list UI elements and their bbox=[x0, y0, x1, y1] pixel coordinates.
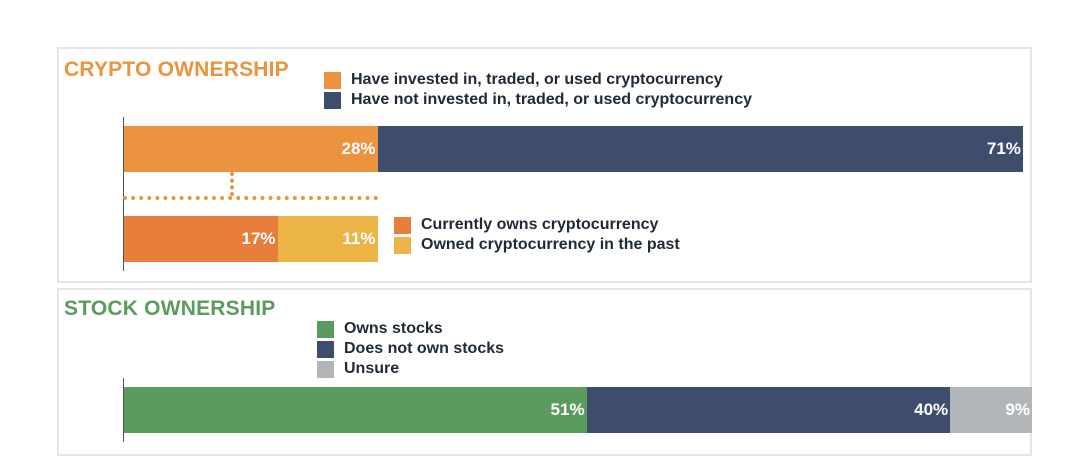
legend-label-owns-stocks: Owns stocks bbox=[344, 320, 443, 337]
crypto-breakdown-legend: Currently owns cryptocurrency Owned cryp… bbox=[394, 215, 680, 255]
stock-segment-0: 51% bbox=[123, 387, 587, 433]
crypto-breakdown-segment-label-0: 17% bbox=[241, 229, 276, 248]
legend-swatch-does-not-own bbox=[317, 340, 334, 358]
legend-swatch-owned-past bbox=[394, 236, 411, 254]
crypto-legend: Have invested in, traded, or used crypto… bbox=[324, 70, 752, 110]
legend-item-currently-owns: Currently owns cryptocurrency bbox=[394, 215, 680, 235]
legend-label-owned-past: Owned cryptocurrency in the past bbox=[421, 236, 680, 253]
crypto-breakdown-stacked-bar: 17% 11% bbox=[123, 216, 1023, 262]
crypto-axis-line bbox=[123, 117, 124, 271]
crypto-breakdown-segment-0: 17% bbox=[123, 216, 278, 262]
legend-label-does-not-own: Does not own stocks bbox=[344, 340, 505, 357]
crypto-breakdown-segment-label-1: 11% bbox=[342, 229, 376, 248]
crypto-breakdown-segment-1: 11% bbox=[277, 216, 378, 262]
legend-item-not-invested: Have not invested in, traded, or used cr… bbox=[324, 90, 752, 110]
crypto-main-segment-label-0: 28% bbox=[341, 139, 376, 158]
crypto-main-segment-1: 71% bbox=[377, 126, 1023, 172]
crypto-ownership-title: CRYPTO OWNERSHIP bbox=[64, 58, 289, 81]
stock-segment-label-2: 9% bbox=[1005, 400, 1030, 419]
stock-segment-2: 9% bbox=[950, 387, 1032, 433]
stock-axis-line bbox=[123, 378, 124, 442]
stock-segment-1: 40% bbox=[586, 387, 951, 433]
legend-label-unsure: Unsure bbox=[344, 360, 400, 377]
crypto-main-stacked-bar: 28% 71% bbox=[123, 126, 1023, 172]
breakdown-connector-vertical bbox=[230, 172, 235, 196]
legend-swatch-invested bbox=[324, 71, 341, 89]
legend-label-currently-owns: Currently owns cryptocurrency bbox=[421, 216, 659, 233]
stock-legend: Owns stocks Does not own stocks Unsure bbox=[317, 319, 504, 379]
legend-item-owns-stocks: Owns stocks bbox=[317, 319, 504, 339]
stock-segment-label-0: 51% bbox=[550, 400, 585, 419]
stock-stacked-bar: 51% 40% 9% bbox=[123, 387, 1032, 433]
legend-item-owned-past: Owned cryptocurrency in the past bbox=[394, 235, 680, 255]
legend-swatch-owns-stocks bbox=[317, 320, 334, 338]
crypto-main-segment-0: 28% bbox=[123, 126, 378, 172]
stock-segment-label-1: 40% bbox=[914, 400, 949, 419]
legend-swatch-unsure bbox=[317, 360, 334, 378]
legend-swatch-currently-owns bbox=[394, 216, 411, 234]
legend-label-not-invested: Have not invested in, traded, or used cr… bbox=[351, 91, 752, 108]
breakdown-connector-horizontal bbox=[123, 196, 378, 200]
legend-label-invested: Have invested in, traded, or used crypto… bbox=[351, 71, 723, 88]
crypto-main-segment-label-1: 71% bbox=[986, 139, 1021, 158]
legend-swatch-not-invested bbox=[324, 91, 341, 109]
legend-item-invested: Have invested in, traded, or used crypto… bbox=[324, 70, 752, 90]
legend-item-does-not-own: Does not own stocks bbox=[317, 339, 504, 359]
stock-ownership-title: STOCK OWNERSHIP bbox=[64, 297, 276, 320]
legend-item-unsure: Unsure bbox=[317, 359, 504, 379]
